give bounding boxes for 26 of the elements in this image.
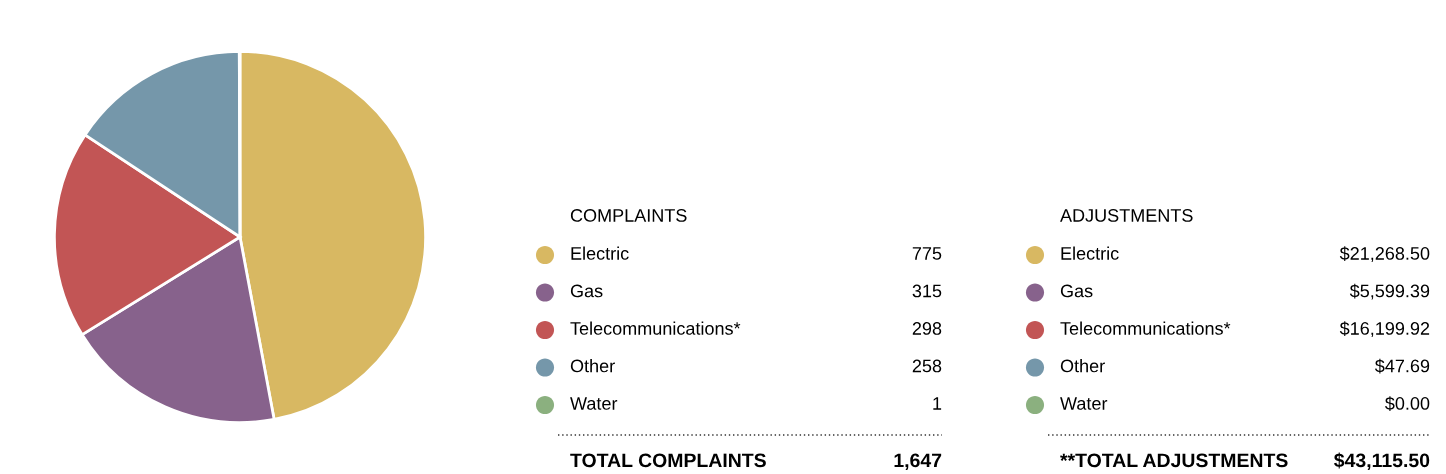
text: $0.00 [1385, 396, 1430, 411]
text: TOTAL COMPLAINTS [570, 453, 766, 468]
category-label: Electric [1061, 246, 1119, 260]
text: $5,599.39 [1349, 283, 1430, 300]
text: $16,199.92 [1339, 321, 1430, 337]
text: $43,115.50 [1334, 452, 1430, 471]
category-label: Gas [1060, 284, 1093, 298]
legend-label: Electric [571, 246, 629, 260]
text: $47.69 [1374, 358, 1430, 374]
data-label: 315 [912, 284, 942, 298]
text: ADJUSTMENTS [1060, 209, 1193, 222]
text: COMPLAINTS [570, 209, 687, 222]
data-label: 775 [912, 247, 942, 260]
text: $21,268.50 [1339, 246, 1430, 262]
legend-label: Other [570, 359, 615, 373]
legend-label: Water [570, 397, 618, 410]
category-label: Water [1060, 397, 1108, 410]
text: 1,647 [894, 453, 942, 471]
category-label: Telecommunications* [1060, 321, 1231, 335]
legend-label: Gas [570, 284, 603, 298]
data-label: 1 [933, 397, 942, 410]
data-label: 258 [912, 359, 942, 373]
category-label: Other [1060, 359, 1105, 373]
legend-label: Telecommunications* [570, 321, 741, 335]
text: **TOTAL ADJUSTMENTS [1060, 453, 1288, 468]
data-label: 298 [912, 322, 942, 335]
